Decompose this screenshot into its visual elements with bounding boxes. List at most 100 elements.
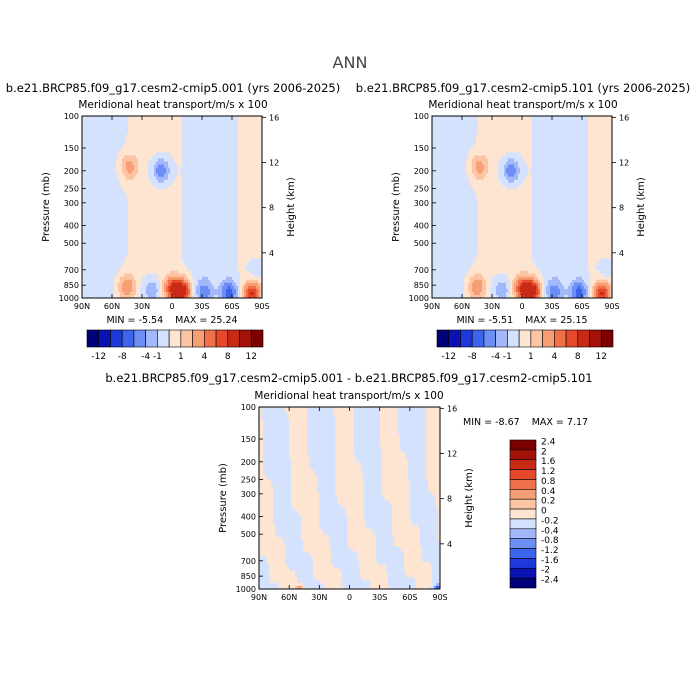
contour-cell: [252, 228, 255, 232]
contour-cell: [144, 152, 147, 156]
contour-cell: [88, 207, 91, 211]
contour-cell: [232, 125, 235, 129]
contour-cell: [126, 149, 129, 153]
contour-cell: [186, 276, 189, 281]
contour-cell: [118, 122, 121, 126]
contour-cell: [110, 149, 113, 153]
contour-cell: [236, 261, 239, 266]
contour-cell: [238, 179, 241, 184]
contour-cell: [164, 194, 167, 199]
contour-cell: [152, 282, 155, 287]
contour-cell: [220, 207, 223, 211]
contour-cell: [94, 167, 97, 171]
contour-cell: [224, 176, 227, 181]
contour-cell: [212, 246, 215, 250]
contour-cell: [102, 137, 105, 141]
contour-cell: [168, 219, 171, 223]
contour-cell: [156, 167, 159, 171]
contour-cell: [216, 246, 219, 250]
contour-cell: [238, 119, 241, 123]
contour-cell: [112, 243, 115, 247]
contour-cell: [176, 264, 179, 269]
contour-cell: [260, 164, 262, 168]
contour-cell: [212, 170, 215, 175]
contour-cell: [214, 149, 217, 153]
contour-cell: [132, 140, 135, 144]
contour-cell: [120, 252, 123, 256]
contour-cell: [176, 119, 179, 123]
contour-cell: [84, 155, 87, 159]
contour-cell: [176, 276, 179, 281]
contour-cell: [258, 270, 261, 275]
contour-cell: [172, 137, 175, 141]
contour-cell: [200, 210, 203, 214]
contour-cell: [238, 161, 241, 165]
contour-cell: [180, 158, 183, 162]
contour-cell: [84, 176, 87, 181]
contour-cell: [260, 185, 262, 190]
contour-cell: [94, 258, 97, 262]
contour-cell: [168, 182, 171, 187]
contour-cell: [230, 258, 233, 262]
contour-cell: [220, 149, 223, 153]
contour-cell: [244, 276, 247, 281]
contour-cell: [104, 164, 107, 168]
contour-cell: [164, 237, 167, 241]
contour-cell: [206, 188, 209, 193]
contour-cell: [258, 149, 261, 153]
contour-cell: [186, 228, 189, 232]
contour-cell: [168, 161, 171, 165]
contour-cell: [160, 234, 163, 238]
contour-cell: [134, 279, 137, 284]
contour-cell: [226, 264, 229, 269]
contour-cell: [176, 167, 179, 171]
contour-cell: [250, 158, 253, 162]
contour-cell: [176, 228, 179, 232]
contour-cell: [216, 119, 219, 123]
contour-cell: [206, 203, 209, 208]
contour-cell: [230, 191, 233, 196]
contour-cell: [86, 176, 89, 181]
contour-cell: [92, 240, 95, 244]
contour-cell: [134, 137, 137, 141]
contour-cell: [202, 237, 205, 241]
contour-cell: [172, 219, 175, 223]
contour-cell: [260, 143, 262, 147]
contour-cell: [152, 182, 155, 187]
contour-cell: [166, 246, 169, 250]
contour-cell: [250, 234, 253, 238]
contour-cell: [224, 137, 227, 141]
contour-cell: [202, 158, 205, 162]
contour-cell: [116, 152, 119, 156]
contour-cell: [138, 161, 141, 165]
contour-cell: [124, 267, 127, 272]
contour-cell: [142, 252, 145, 256]
contour-cell: [240, 222, 243, 226]
contour-cell: [138, 149, 141, 153]
contour-cell: [86, 216, 89, 220]
contour-cell: [248, 191, 251, 196]
contour-cell: [220, 194, 223, 199]
contour-cell: [150, 222, 153, 226]
contour-cell: [246, 146, 249, 150]
contour-cell: [200, 234, 203, 238]
contour-cell: [160, 188, 163, 193]
contour-cell: [224, 170, 227, 175]
contour-cell: [152, 219, 155, 223]
contour-cell: [92, 276, 95, 281]
contour-cell: [172, 128, 175, 132]
contour-cell: [94, 152, 97, 156]
contour-cell: [106, 170, 109, 175]
contour-cell: [230, 116, 233, 120]
contour-cell: [104, 282, 107, 287]
contour-cell: [134, 231, 137, 235]
contour-cell: [160, 270, 163, 275]
contour-cell: [182, 228, 185, 232]
contour-cell: [184, 249, 187, 253]
contour-cell: [138, 222, 141, 226]
contour-cell: [252, 170, 255, 175]
contour-cell: [172, 161, 175, 165]
contour-cell: [134, 167, 137, 171]
contour-cell: [216, 152, 219, 156]
contour-cell: [166, 149, 169, 153]
